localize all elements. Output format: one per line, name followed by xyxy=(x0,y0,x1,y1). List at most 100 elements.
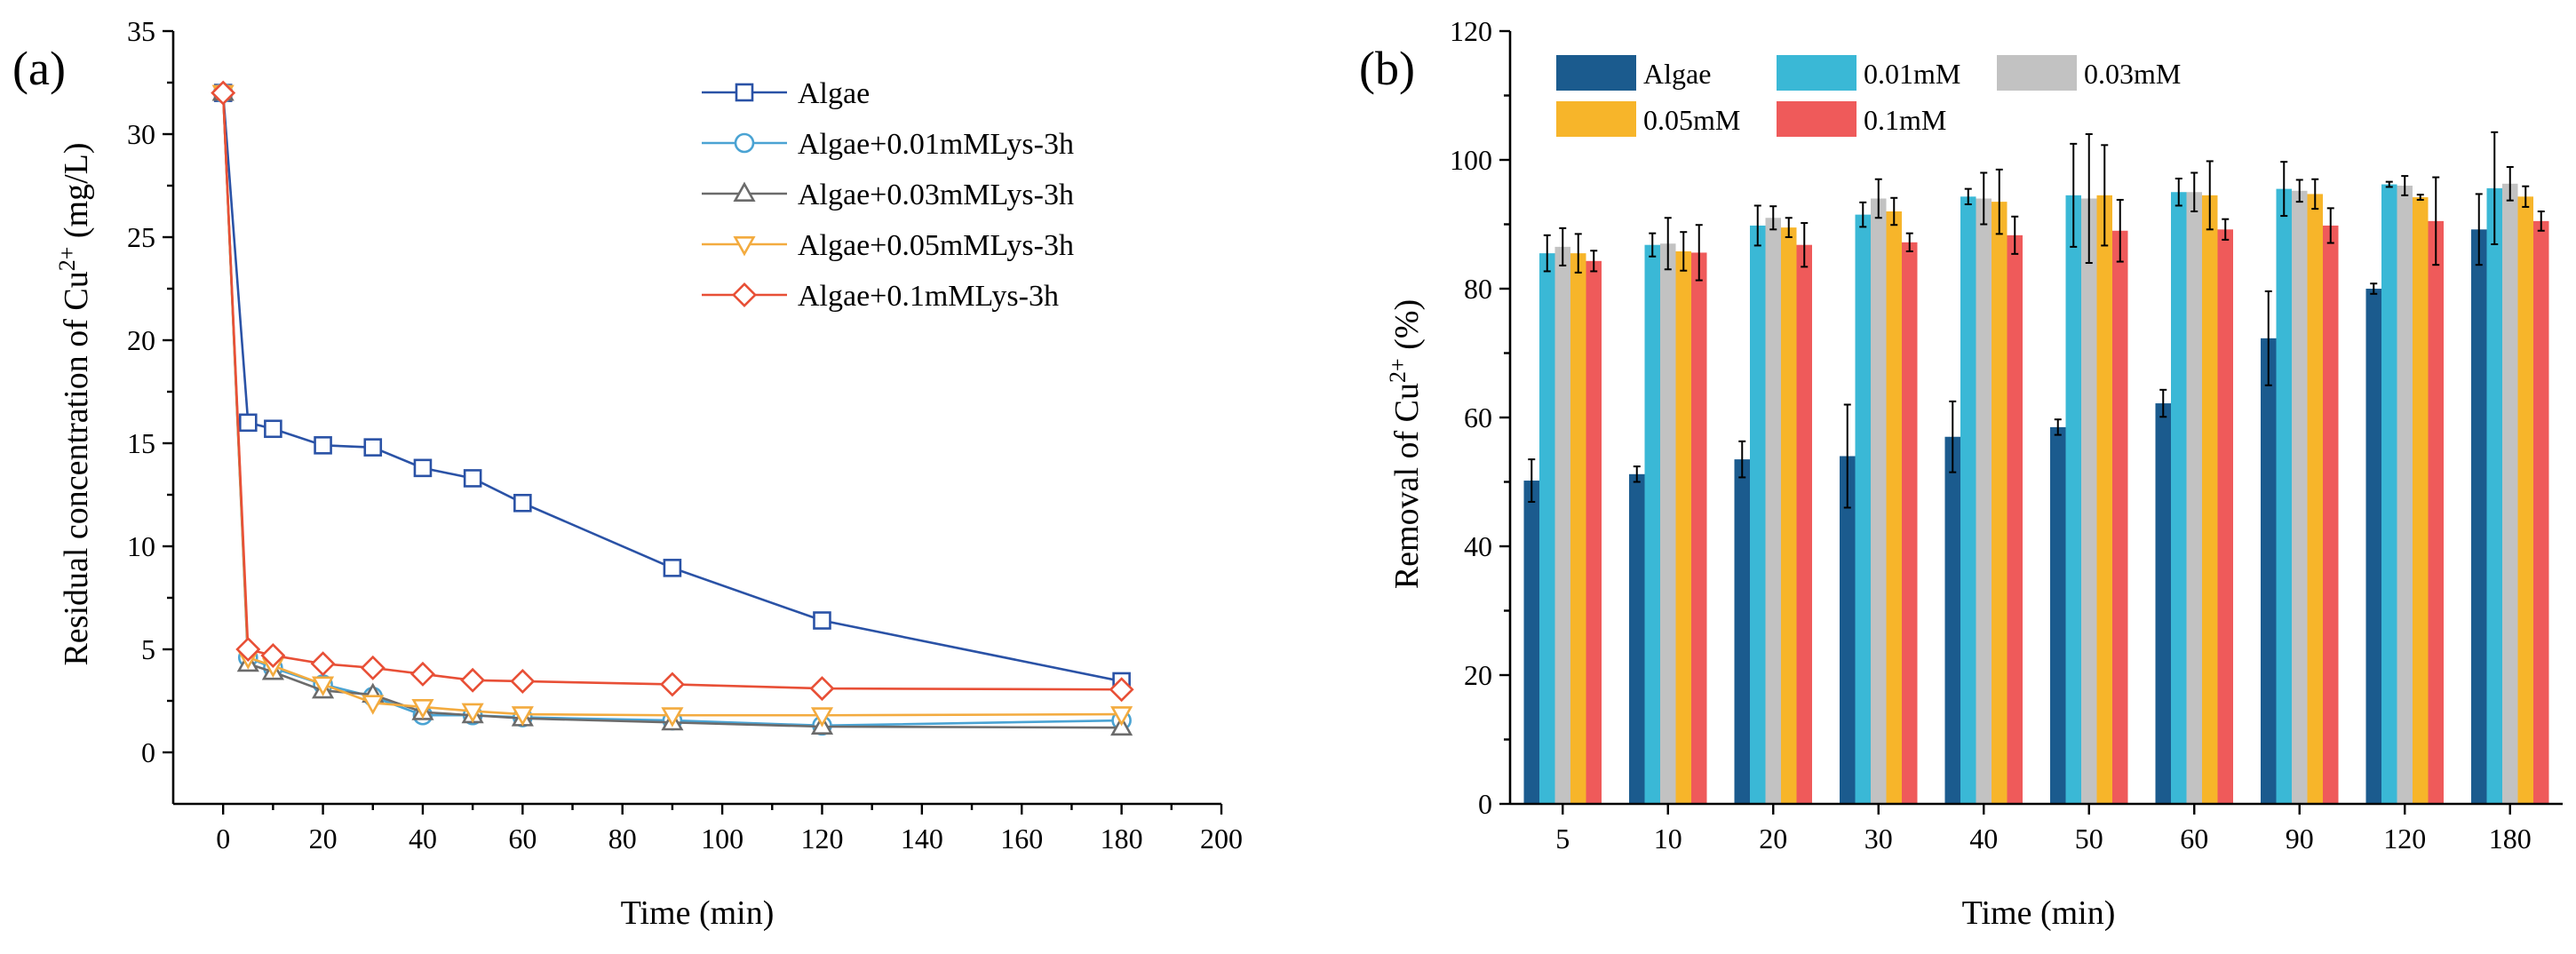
panel-b-x-tick-label: 40 xyxy=(1969,823,1998,855)
panel-b-bar xyxy=(2186,192,2202,804)
panel-b-bar xyxy=(2502,183,2518,804)
panel-b-bar xyxy=(1750,225,1766,804)
panel-a-y-tick-label: 10 xyxy=(127,530,155,562)
panel-a-data-point xyxy=(813,611,831,630)
panel-b-bar xyxy=(2307,194,2323,805)
panel-b-x-tick-label: 60 xyxy=(2180,823,2208,855)
panel-a-x-tick-label: 180 xyxy=(1101,823,1143,855)
panel-a-data-point xyxy=(260,642,286,668)
panel-a-y-tick-label: 25 xyxy=(127,221,155,253)
panel-b-bar xyxy=(1675,250,1691,804)
panel-b-bar xyxy=(1902,242,1918,804)
panel-b-bar xyxy=(2471,229,2487,804)
panel-a-x-tick-label: 80 xyxy=(608,823,637,855)
panel-a-legend-label: Algae xyxy=(798,77,870,110)
panel-a-data-point xyxy=(809,676,835,702)
panel-a-data-point xyxy=(413,458,433,478)
panel-a-data-point xyxy=(511,706,534,727)
panel-b-legend-label: 0.03mM xyxy=(2084,58,2181,90)
panel-a-data-point xyxy=(661,707,684,727)
panel-a-data-point xyxy=(238,413,258,433)
panel-b-bar-chart: (b) 5 10 20 30 40 50 60 90 120 180 0 20 40 60 80 100 120… xyxy=(1359,15,2563,932)
panel-a-y-tick-label: 20 xyxy=(127,324,155,356)
panel-b-bar xyxy=(2050,426,2066,804)
panel-a-data-point xyxy=(663,559,682,577)
panel-b-bar xyxy=(1539,253,1555,804)
panel-b-legend-swatch xyxy=(1997,55,2077,91)
panel-a-data-point xyxy=(513,493,532,513)
panel-a-data-point xyxy=(360,655,386,680)
panel-a-y-axis-title-sup: 2+ xyxy=(54,247,80,272)
panel-b-bar xyxy=(2428,220,2444,804)
panel-a-x-tick-label: 200 xyxy=(1200,823,1243,855)
panel-b-bar xyxy=(1840,456,1856,804)
panel-b-bars xyxy=(1523,131,2549,805)
panel-b-bar xyxy=(1734,459,1750,804)
panel-a-x-axis-title: Time (min) xyxy=(621,894,775,932)
panel-a-data-point xyxy=(314,436,332,455)
panel-b-y-tick-label: 80 xyxy=(1464,273,1492,305)
panel-b-bar xyxy=(1886,211,1902,804)
panel-a-data-point xyxy=(510,668,536,694)
panel-b-y-axis-title-sup: 2+ xyxy=(1385,358,1411,383)
panel-b-bar xyxy=(2517,196,2533,804)
panel-a-legend-marker xyxy=(733,181,756,202)
panel-a-y-tick-label: 30 xyxy=(127,118,155,150)
panel-b-bar xyxy=(1586,260,1602,804)
panel-a-data-point xyxy=(1110,706,1133,727)
panel-b-bar xyxy=(2292,190,2308,805)
panel-b-bar xyxy=(2202,195,2218,804)
panel-a-data-point xyxy=(409,661,435,687)
panel-a-x-tick-label: 100 xyxy=(701,823,743,855)
panel-b-bar xyxy=(2112,230,2128,804)
panel-a-axes xyxy=(171,31,1221,806)
panel-a-data-point xyxy=(363,438,383,457)
panel-b-bar xyxy=(2081,198,2097,804)
panel-b-bar xyxy=(2486,187,2502,804)
panel-a-x-tick-label: 40 xyxy=(409,823,437,855)
panel-b-y-tick-label: 120 xyxy=(1450,15,1492,47)
panel-a-data-point xyxy=(312,676,335,696)
panel-b-bar xyxy=(1765,218,1781,804)
panel-a-data-point xyxy=(1110,715,1133,736)
panel-b-y-tick-label: 100 xyxy=(1450,144,1492,176)
panel-a-x-tick-label: 0 xyxy=(216,823,230,855)
panel-a-series xyxy=(211,80,1134,736)
panel-b-y-axis-title-main: Removal of Cu xyxy=(1388,383,1426,589)
panel-b-legend-label: 0.01mM xyxy=(1864,58,1960,90)
panel-a-x-tick-label: 160 xyxy=(1000,823,1043,855)
panel-a-y-tick-label: 35 xyxy=(127,15,155,47)
panel-b-legend-label: 0.1mM xyxy=(1864,104,1946,136)
panel-b-legend-swatch xyxy=(1556,55,1636,91)
panel-b-bar xyxy=(1871,198,1887,804)
panel-b-x-tick-label: 50 xyxy=(2075,823,2103,855)
panel-a-legend-marker xyxy=(732,282,757,307)
panel-a-x-tick-label: 140 xyxy=(901,823,943,855)
panel-b-bar xyxy=(2171,192,2187,804)
panel-b-x-tick-label: 10 xyxy=(1654,823,1682,855)
panel-a-data-point xyxy=(264,419,282,439)
panel-a-data-point xyxy=(411,699,434,719)
panel-a-legend-label: Algae+0.1mMLys-3h xyxy=(798,280,1059,313)
panel-b-legend-swatch xyxy=(1777,55,1856,91)
panel-b-x-tick-label: 30 xyxy=(1864,823,1893,855)
panel-a-legend: Algae Algae+0.01mMLys-3h Algae+0.03mMLys-3… xyxy=(702,77,1074,313)
panel-b-x-tick-label: 180 xyxy=(2489,823,2532,855)
panel-a-data-point xyxy=(463,469,482,488)
panel-b-legend-swatch xyxy=(1777,101,1856,137)
panel-b-ticks: 5 10 20 30 40 50 60 90 120 180 0 20 40 60 80 100 120 xyxy=(1450,15,2532,855)
panel-b-x-tick-label: 20 xyxy=(1759,823,1787,855)
panel-b-x-axis-title: Time (min) xyxy=(1962,894,2116,932)
panel-b-bar xyxy=(2365,289,2381,804)
panel-a-legend-marker xyxy=(733,236,756,257)
panel-b-x-tick-label: 120 xyxy=(2383,823,2426,855)
panel-b-bar xyxy=(2276,188,2292,804)
panel-a-y-axis-title: Residual concentration of Cu2+ (mg/L) xyxy=(54,142,95,665)
panel-b-bar xyxy=(1629,473,1645,804)
panel-a-y-tick-label: 0 xyxy=(141,736,155,768)
panel-b-bar xyxy=(1855,214,1871,804)
panel-b-bar xyxy=(1570,253,1586,804)
panel-b-y-tick-label: 60 xyxy=(1464,401,1492,433)
panel-b-bar xyxy=(2397,186,2413,804)
